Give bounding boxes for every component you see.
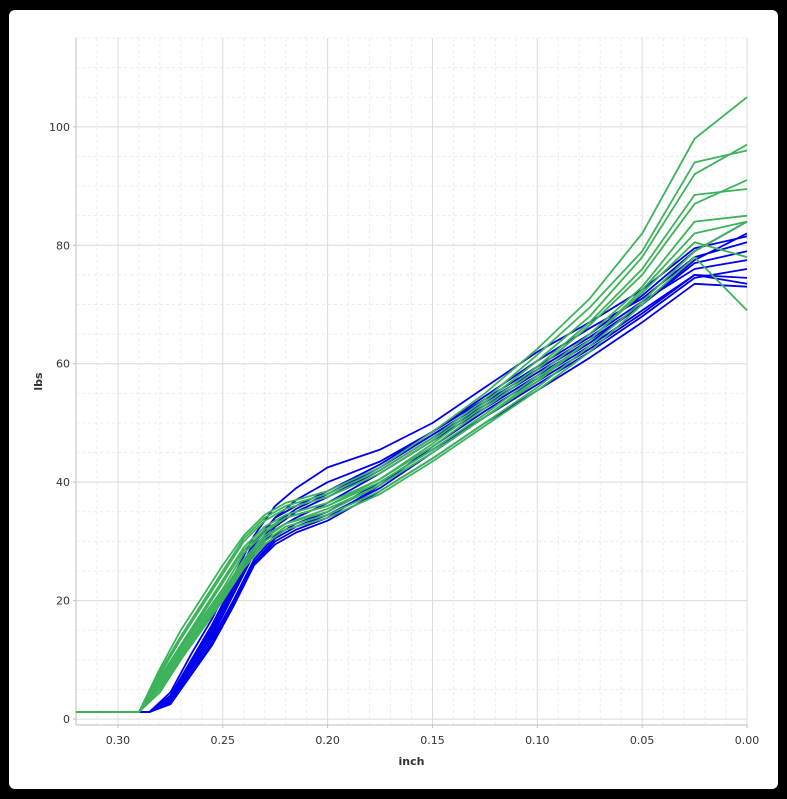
grid bbox=[75, 37, 748, 725]
y-tick-label: 80 bbox=[56, 239, 70, 252]
blue-series-line bbox=[76, 274, 748, 713]
x-tick-label: 0.20 bbox=[315, 734, 340, 747]
y-axis-title: lbs bbox=[32, 372, 45, 391]
x-tick-label: 0.30 bbox=[106, 734, 131, 747]
green-series-line bbox=[76, 179, 748, 713]
x-tick-label: 0.10 bbox=[525, 734, 550, 747]
green-series-line bbox=[76, 256, 748, 713]
line-chart: 0 20 40 60 80 100 0.30 0.25 0.20 0.15 0.10 0.05 0.00… bbox=[32, 37, 759, 768]
x-tick-label: 0.25 bbox=[211, 734, 236, 747]
x-tick-label: 0.15 bbox=[420, 734, 445, 747]
green-series-line bbox=[76, 188, 748, 713]
y-tick-label: 40 bbox=[56, 476, 70, 489]
y-tick-label: 100 bbox=[49, 121, 70, 134]
tick-labels: 0 20 40 60 80 100 0.30 0.25 0.20 0.15 0.10 0.05 0.00 bbox=[49, 121, 759, 747]
x-tick-label: 0.00 bbox=[735, 734, 760, 747]
y-tick-label: 0 bbox=[63, 713, 70, 726]
green-series-line bbox=[76, 96, 748, 713]
blue-series-line bbox=[76, 241, 748, 713]
chart-card: 0 20 40 60 80 100 0.30 0.25 0.20 0.15 0.10 0.05 0.00… bbox=[9, 10, 778, 789]
green-series-line bbox=[76, 149, 748, 713]
green-series-line bbox=[76, 220, 748, 713]
green-series-line bbox=[76, 220, 748, 713]
axes bbox=[73, 38, 748, 728]
x-axis-title: inch bbox=[399, 755, 425, 768]
green-series-line bbox=[76, 143, 748, 713]
y-tick-label: 20 bbox=[56, 595, 70, 608]
x-tick-label: 0.05 bbox=[630, 734, 655, 747]
series-lines bbox=[76, 96, 748, 713]
blue-series-line bbox=[76, 250, 748, 713]
y-tick-label: 60 bbox=[56, 358, 70, 371]
